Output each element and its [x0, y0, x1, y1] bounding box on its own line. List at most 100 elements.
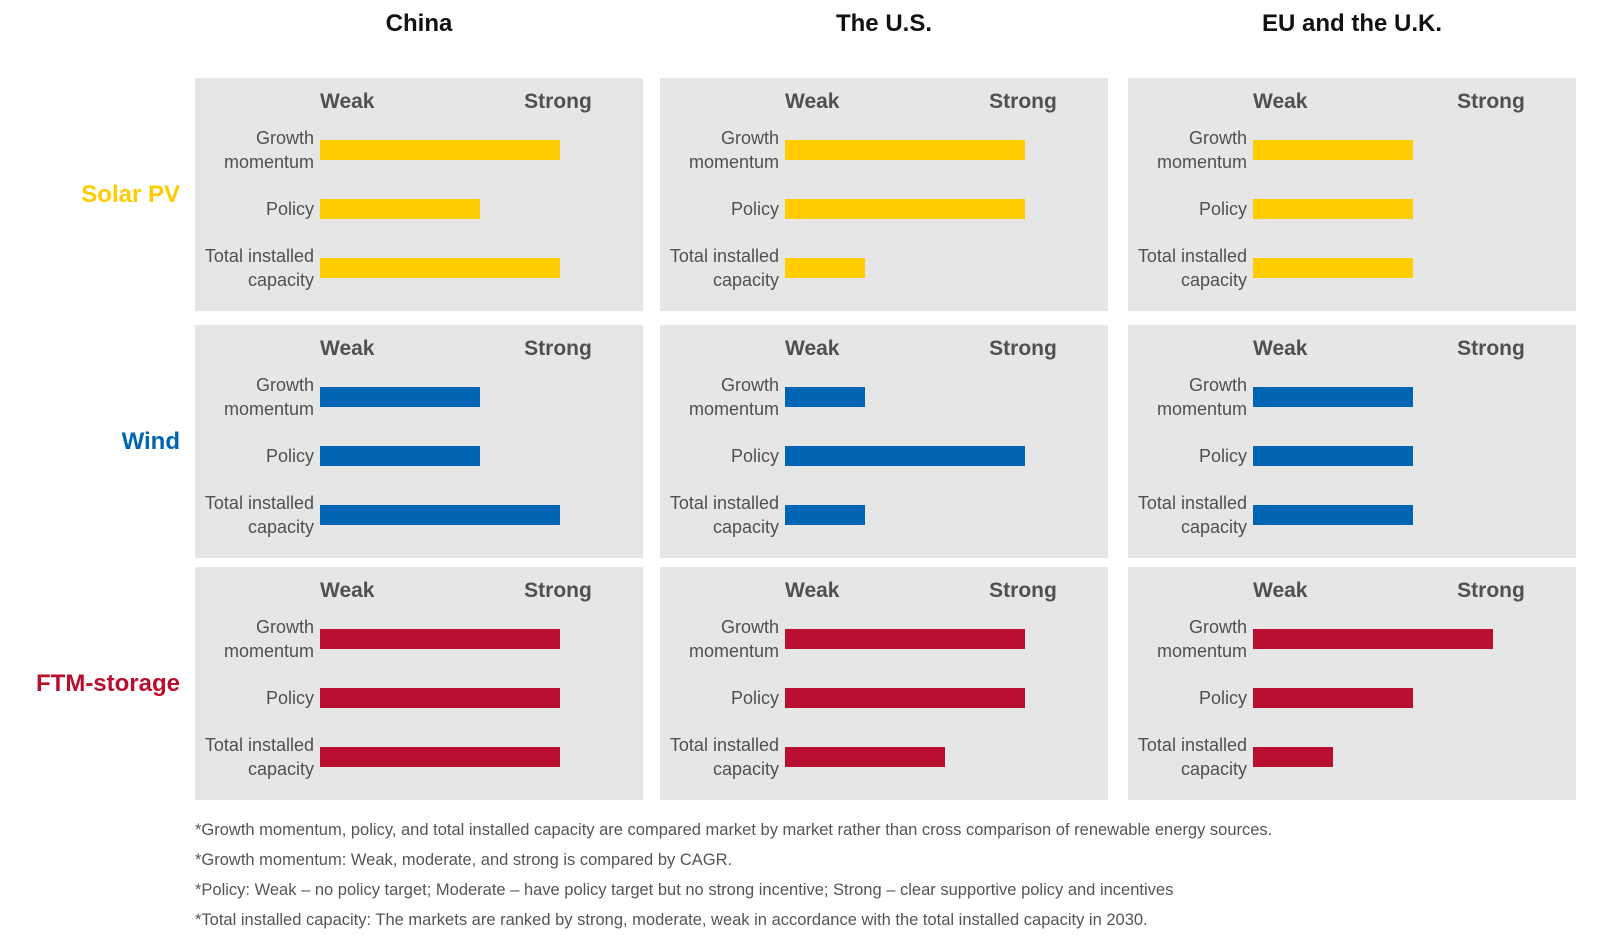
bar [785, 688, 1025, 708]
metric-label: capacity [1181, 517, 1247, 537]
bar [320, 140, 560, 160]
strong-label: Strong [1457, 90, 1525, 113]
metric-label: Total installed [670, 735, 779, 755]
metric-label: Policy [266, 199, 314, 219]
metric-label: Total installed [1138, 493, 1247, 513]
chart-panel: Weak Strong Growth momentum Policy Total inst… [660, 78, 1108, 311]
panel-svg: Weak Strong Growth momentum Policy Total inst… [1138, 337, 1525, 537]
footnote: *Total installed capacity: The markets a… [195, 911, 1148, 929]
bar [785, 629, 1025, 649]
metric-label: momentum [1157, 152, 1247, 172]
metric-label: Policy [266, 688, 314, 708]
bar [1253, 387, 1413, 407]
bar [1253, 747, 1333, 767]
bar [785, 387, 865, 407]
column-header: The U.S. [835, 10, 932, 37]
weak-label: Weak [785, 90, 840, 113]
metric-label: Growth [721, 617, 779, 637]
panel-svg: Weak Strong Growth momentum Policy Total inst… [670, 90, 1057, 290]
panel-svg: Weak Strong Growth momentum Policy Total inst… [670, 337, 1057, 537]
metric-label: Growth [256, 617, 314, 637]
strong-label: Strong [989, 579, 1057, 602]
metric-label: Growth [256, 128, 314, 148]
metric-label: Total installed [670, 493, 779, 513]
panel-svg: Weak Strong Growth momentum Policy Total inst… [1138, 90, 1525, 290]
chart-panel: Weak Strong Growth momentum Policy Total inst… [660, 325, 1108, 558]
bar [320, 199, 480, 219]
metric-label: Policy [731, 446, 779, 466]
metric-label: capacity [713, 759, 779, 779]
metric-label: Policy [266, 446, 314, 466]
metric-label: capacity [713, 517, 779, 537]
bar [1253, 258, 1413, 278]
bar [1253, 629, 1493, 649]
metric-label: capacity [713, 270, 779, 290]
panel-svg: Weak Strong Growth momentum Policy Total inst… [205, 579, 592, 779]
strong-label: Strong [1457, 337, 1525, 360]
weak-label: Weak [1253, 337, 1308, 360]
metric-label: momentum [1157, 641, 1247, 661]
metric-label: Policy [731, 688, 779, 708]
panel-svg: Weak Strong Growth momentum Policy Total inst… [205, 90, 592, 290]
bar [1253, 688, 1413, 708]
metric-label: momentum [689, 641, 779, 661]
metric-label: momentum [1157, 399, 1247, 419]
metric-label: Growth [721, 128, 779, 148]
metric-label: Total installed [205, 735, 314, 755]
bar [785, 505, 865, 525]
metric-label: capacity [1181, 270, 1247, 290]
chart-panel: Weak Strong Growth momentum Policy Total inst… [1128, 325, 1576, 558]
chart-panel: Weak Strong Growth momentum Policy Total inst… [195, 78, 643, 311]
chart-panel: Weak Strong Growth momentum Policy Total inst… [195, 567, 643, 800]
footnote: *Policy: Weak – no policy target; Modera… [195, 881, 1174, 899]
metric-label: momentum [224, 399, 314, 419]
metric-label: Growth [256, 375, 314, 395]
metric-label: Policy [1199, 199, 1247, 219]
bar [320, 747, 560, 767]
chart-panel: Weak Strong Growth momentum Policy Total inst… [660, 567, 1108, 800]
metric-label: momentum [224, 152, 314, 172]
weak-label: Weak [320, 579, 375, 602]
bar [785, 140, 1025, 160]
chart-panel: Weak Strong Growth momentum Policy Total inst… [1128, 78, 1576, 311]
metric-label: capacity [1181, 759, 1247, 779]
strong-label: Strong [989, 90, 1057, 113]
bar [785, 199, 1025, 219]
bar [320, 258, 560, 278]
weak-label: Weak [320, 337, 375, 360]
bar [1253, 505, 1413, 525]
metric-label: capacity [248, 759, 314, 779]
metric-label: momentum [689, 152, 779, 172]
bar [320, 505, 560, 525]
bar [320, 446, 480, 466]
row-header: Solar PV [81, 180, 180, 208]
bar [785, 747, 945, 767]
weak-label: Weak [320, 90, 375, 113]
metric-label: Policy [731, 199, 779, 219]
row-header: FTM-storage [36, 669, 180, 697]
metric-label: Growth [1189, 617, 1247, 637]
row-header: Wind [121, 427, 180, 455]
panel-svg: Weak Strong Growth momentum Policy Total inst… [205, 337, 592, 537]
metric-label: momentum [689, 399, 779, 419]
metric-label: Policy [1199, 688, 1247, 708]
metric-label: Total installed [205, 246, 314, 266]
bar [785, 258, 865, 278]
bar [320, 688, 560, 708]
column-header: China [385, 10, 453, 37]
strong-label: Strong [1457, 579, 1525, 602]
footnotes: *Growth momentum, policy, and total inst… [195, 815, 1272, 935]
chart-panel: Weak Strong Growth momentum Policy Total inst… [195, 325, 643, 558]
metric-label: momentum [224, 641, 314, 661]
bar [320, 629, 560, 649]
metric-label: Growth [721, 375, 779, 395]
metric-label: Growth [1189, 375, 1247, 395]
metric-label: Total installed [205, 493, 314, 513]
bar [1253, 140, 1413, 160]
metric-label: Total installed [1138, 735, 1247, 755]
bar [1253, 199, 1413, 219]
metric-label: capacity [248, 270, 314, 290]
metric-label: Growth [1189, 128, 1247, 148]
strong-label: Strong [524, 337, 592, 360]
panel-svg: Weak Strong Growth momentum Policy Total inst… [670, 579, 1057, 779]
